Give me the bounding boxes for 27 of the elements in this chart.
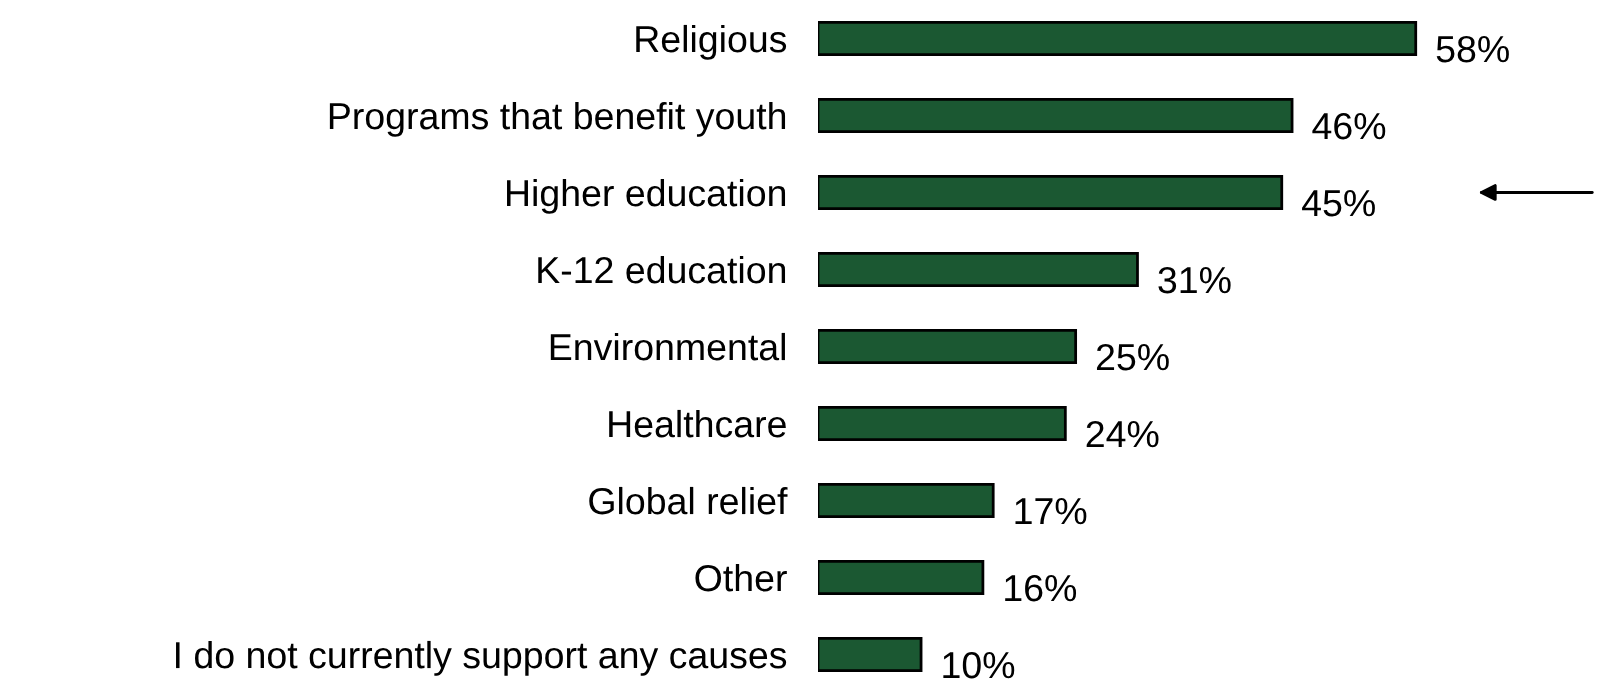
- bar: [818, 405, 1067, 442]
- y-tick-label: Other: [695, 563, 787, 592]
- y-tick-label: Healthcare: [609, 409, 786, 438]
- bar: [818, 174, 1284, 211]
- bar: [818, 328, 1078, 365]
- y-tick-label: Higher education: [507, 178, 786, 214]
- y-tick-label: Programs that benefit youth: [329, 101, 786, 137]
- data-label: 17%: [1015, 498, 1087, 525]
- bar: [818, 20, 1418, 57]
- bar: [818, 251, 1139, 288]
- bar: [818, 482, 995, 519]
- bar: [818, 636, 923, 673]
- data-label: 24%: [1086, 420, 1159, 448]
- data-label: 31%: [1158, 266, 1231, 294]
- data-label: 45%: [1302, 190, 1375, 217]
- data-label: 46%: [1312, 112, 1386, 140]
- data-label: 58%: [1436, 35, 1509, 63]
- data-label: 16%: [1005, 574, 1077, 602]
- bar: [818, 97, 1294, 134]
- y-tick-label: Religious: [636, 24, 787, 60]
- bar: [818, 559, 985, 596]
- y-tick-label: Environmental: [550, 332, 785, 361]
- y-tick-label: Global relief: [589, 486, 788, 515]
- y-tick-label: I do not currently support any causes: [176, 640, 787, 676]
- data-label: 25%: [1096, 343, 1169, 371]
- data-label: 10%: [943, 651, 1015, 679]
- y-tick-label: K-12 education: [538, 255, 786, 284]
